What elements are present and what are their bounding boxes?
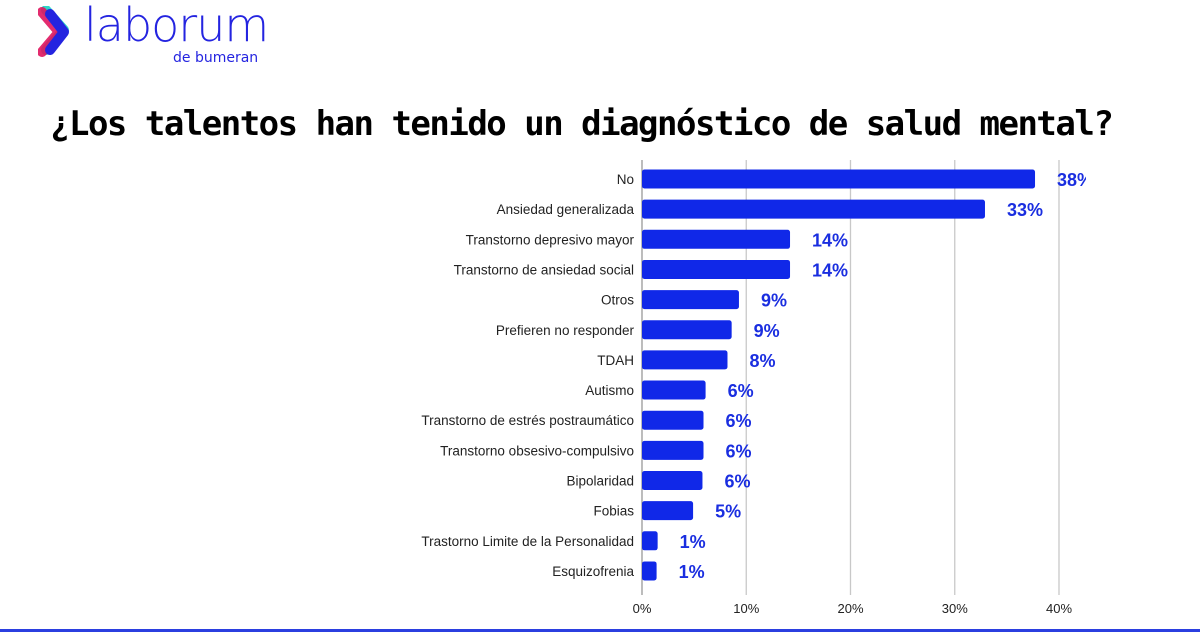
logo-subtitle: de bumeran <box>173 50 259 66</box>
logo-chevron-icon <box>38 6 69 57</box>
category-label: Transtorno de estrés postraumático <box>421 413 634 428</box>
x-tick-label: 0% <box>633 601 652 616</box>
bar <box>642 199 985 219</box>
page-title: ¿Los talentos han tenido un diagnóstico … <box>50 104 1114 144</box>
category-label: Bipolaridad <box>566 474 634 489</box>
category-label: Transtorno de ansiedad social <box>454 262 634 277</box>
bar <box>642 440 704 460</box>
data-label: 6% <box>728 381 754 401</box>
data-label: 38% <box>1057 170 1093 190</box>
bar <box>642 410 704 430</box>
data-label: 8% <box>749 351 775 371</box>
category-label: Otros <box>601 293 634 308</box>
category-label: No <box>617 172 634 187</box>
data-label: 1% <box>680 532 706 552</box>
footer-divider <box>0 629 1200 632</box>
category-label: Transtorno obsesivo-compulsivo <box>440 443 634 458</box>
x-tick-label: 40% <box>1046 601 1072 616</box>
data-label: 1% <box>679 562 705 582</box>
category-label: Transtorno depresivo mayor <box>466 232 635 247</box>
bar <box>642 290 739 310</box>
data-label: 5% <box>715 502 741 522</box>
category-label: Ansiedad generalizada <box>497 202 635 217</box>
category-label: Trastorno Limite de la Personalidad <box>421 534 634 549</box>
data-label: 6% <box>726 411 752 431</box>
data-label: 14% <box>812 230 848 250</box>
bar <box>642 380 706 400</box>
bar <box>642 561 657 581</box>
data-label: 14% <box>812 260 848 280</box>
bar <box>642 501 694 521</box>
data-label: 9% <box>761 291 787 311</box>
data-label: 33% <box>1007 200 1043 220</box>
category-label: TDAH <box>597 353 634 368</box>
bar <box>642 169 1036 189</box>
data-label: 6% <box>726 441 752 461</box>
category-label: Esquizofrenia <box>552 564 634 579</box>
bar <box>642 531 658 551</box>
category-label: Autismo <box>585 383 634 398</box>
data-label: 9% <box>754 321 780 341</box>
bar <box>642 350 728 370</box>
category-label: Prefieren no responder <box>496 323 635 338</box>
category-label: Fobias <box>593 504 634 519</box>
bar <box>642 320 732 340</box>
logo-wordmark: laborum <box>84 0 269 52</box>
laborum-logo: laborum de bumeran <box>38 2 278 68</box>
bar <box>642 229 791 249</box>
bar <box>642 259 791 279</box>
x-tick-label: 20% <box>837 601 863 616</box>
x-tick-label: 10% <box>733 601 759 616</box>
bar <box>642 471 703 490</box>
data-label: 6% <box>724 472 750 492</box>
x-tick-label: 30% <box>942 601 968 616</box>
